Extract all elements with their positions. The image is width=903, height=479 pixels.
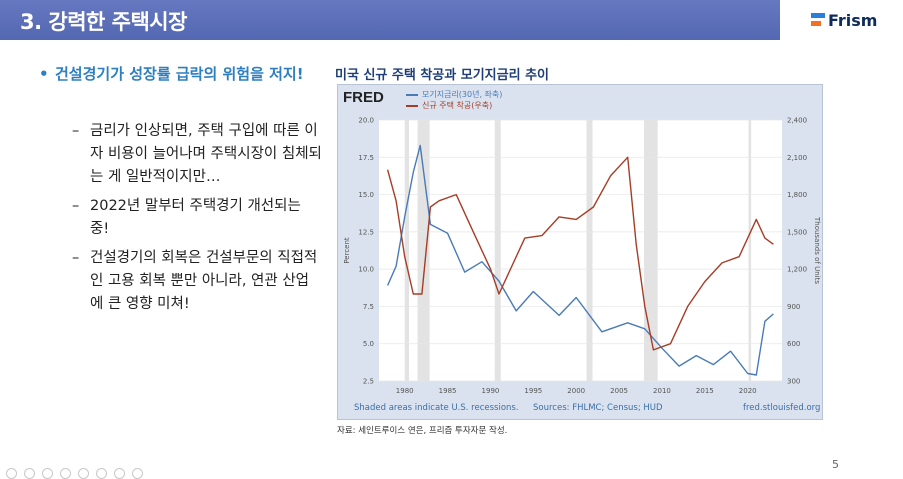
page-number: 5 (832, 458, 839, 471)
y-right-tick-label: 1,800 (787, 191, 807, 199)
main-bullet-text: 건설경기가 성장률 급락의 위험을 저지! (55, 65, 304, 83)
x-tick-label: 2020 (739, 387, 757, 395)
x-tick-label: 1980 (396, 387, 414, 395)
x-tick-label: 2000 (567, 387, 585, 395)
chart-legend: 모기지금리(30년, 좌축) 신규 주택 착공(우축) (406, 89, 502, 111)
recession-band (586, 120, 593, 381)
recession-band (494, 120, 501, 381)
legend-swatch (406, 104, 418, 107)
y-right-tick-label: 1,500 (787, 228, 807, 236)
sub-bullet-text: 금리가 인상되면, 주택 구입에 따른 이자 비용이 늘어나며 주택시장이 침체… (90, 123, 322, 185)
chart-footer-sources: Sources: FHLMC; Census; HUD (533, 403, 663, 413)
player-control-icon[interactable] (6, 468, 17, 479)
dash-icon: – (72, 250, 80, 266)
x-tick-label: 2015 (696, 387, 714, 395)
y-right-tick-label: 2,100 (787, 154, 807, 162)
sub-bullet-text: 2022년 말부터 주택경기 개선되는 중! (90, 198, 301, 237)
recession-band (404, 120, 410, 381)
player-control-icon[interactable] (24, 468, 35, 479)
logo-text: Frism (828, 11, 878, 30)
chart-footer-link[interactable]: fred.stlouisfed.org (743, 403, 821, 413)
x-tick-label: 1985 (439, 387, 457, 395)
list-item: – 금리가 인상되면, 주택 구입에 따른 이자 비용이 늘어나며 주택시장이 … (72, 120, 322, 189)
chart-title: 미국 신규 주택 착공과 모기지금리 추이 (335, 68, 549, 83)
series-line-mortgage-rate (386, 144, 774, 376)
logo-area (780, 0, 903, 40)
legend-label: 모기지금리(30년, 좌축) (422, 90, 503, 99)
y-left-tick-label: 10.0 (358, 266, 374, 274)
legend-entry-housing-starts: 신규 주택 착공(우축) (406, 100, 502, 111)
main-bullet: • 건설경기가 성장률 급락의 위험을 저지! (39, 63, 320, 86)
fred-logo: FRED (343, 89, 384, 106)
frism-logo-icon (811, 13, 825, 26)
x-tick-label: 2010 (653, 387, 671, 395)
y-right-tick-label: 2,400 (787, 117, 807, 125)
x-tick-label: 1995 (524, 387, 542, 395)
chart-footer-recessions: Shaded areas indicate U.S. recessions. (354, 403, 519, 413)
y-right-tick-label: 300 (787, 378, 800, 386)
y-right-tick-label: 600 (787, 340, 800, 348)
x-tick-label: 1990 (482, 387, 500, 395)
player-control-icon[interactable] (42, 468, 53, 479)
y-left-tick-label: 7.5 (363, 303, 374, 311)
player-control-icon[interactable] (132, 468, 143, 479)
dash-icon: – (72, 123, 80, 139)
slide-title: 3. 강력한 주택시장 (20, 10, 187, 34)
bullet-dot-icon: • (39, 65, 49, 83)
recession-band (417, 120, 430, 381)
sub-bullet-list: – 금리가 인상되면, 주택 구입에 따른 이자 비용이 늘어나며 주택시장이 … (72, 120, 322, 322)
recession-band (643, 120, 658, 381)
y-left-tick-label: 12.5 (358, 228, 374, 236)
player-control-icon[interactable] (114, 468, 125, 479)
y-left-axis-label: Percent (343, 237, 351, 264)
chart-plot: 2.5 5.0 7.5 10.0 12.5 15.0 17.5 20.0 300 600 900 1,… (343, 117, 821, 396)
plot-background (379, 120, 782, 381)
slide-header-bar: 3. 강력한 주택시장 (0, 0, 780, 40)
y-left-tick-label: 5.0 (363, 340, 374, 348)
legend-entry-mortgage: 모기지금리(30년, 좌축) (406, 89, 502, 100)
y-right-axis-label: Thousands of Units (813, 216, 821, 284)
player-control-icon[interactable] (96, 468, 107, 479)
list-item: – 건설경기의 회복은 건설부문의 직접적인 고용 회복 뿐만 아니라, 연관 … (72, 247, 322, 316)
dash-icon: – (72, 198, 80, 214)
legend-label: 신규 주택 착공(우축) (422, 101, 493, 110)
sub-bullet-text: 건설경기의 회복은 건설부문의 직접적인 고용 회복 뿐만 아니라, 연관 산업… (90, 250, 318, 312)
player-control-icon[interactable] (78, 468, 89, 479)
legend-swatch (406, 93, 418, 96)
player-control-icon[interactable] (60, 468, 71, 479)
y-left-tick-label: 15.0 (358, 191, 374, 199)
y-left-tick-label: 20.0 (358, 117, 374, 125)
slide-player-controls (6, 466, 156, 479)
recession-band (748, 120, 752, 381)
y-left-tick-label: 17.5 (358, 154, 374, 162)
series-line-housing-starts (386, 156, 774, 351)
y-right-tick-label: 900 (787, 303, 800, 311)
y-left-tick-label: 2.5 (363, 378, 374, 386)
x-tick-label: 2005 (610, 387, 628, 395)
y-right-tick-label: 1,200 (787, 266, 807, 274)
source-note: 자료: 세인트루이스 연은, 프리즘 투자자문 작성. (337, 426, 508, 436)
list-item: – 2022년 말부터 주택경기 개선되는 중! (72, 195, 322, 241)
